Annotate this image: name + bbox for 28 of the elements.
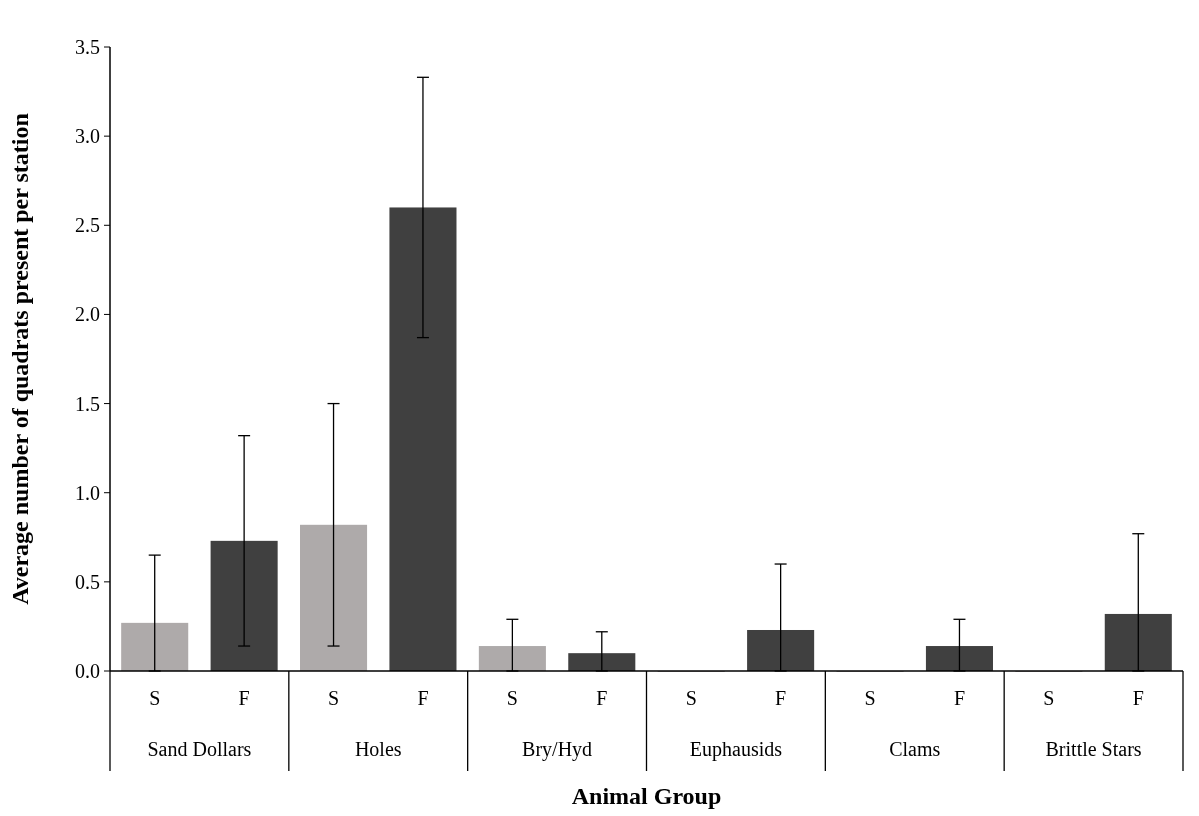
y-tick-label: 0.0 (75, 660, 100, 682)
x-tick-label: F (953, 687, 966, 709)
x-tick-label: F (1132, 687, 1144, 709)
text: Euphausids (689, 738, 783, 761)
y-tick-label: 0.5 (75, 570, 100, 593)
y-tick-label: 2.5 (75, 214, 100, 237)
y-tick-label: 1.0 (75, 481, 100, 504)
y-tick-label: 3.5 (75, 36, 100, 58)
y-tick-label: 1.5 (75, 392, 100, 415)
x-axis-title: Animal Group (571, 783, 722, 809)
text: Holes (354, 738, 402, 760)
x-tick-label: F (238, 687, 250, 709)
x-tick-label: F (596, 687, 608, 709)
y-axis-title: Average number of quadrats present per station (7, 113, 33, 605)
x-tick-label: S (327, 687, 340, 709)
text: Bry/Hyd (522, 738, 593, 761)
x-tick-label: F (775, 687, 787, 709)
text: Brittle Stars (1045, 738, 1142, 760)
text: Sand Dollars (147, 738, 252, 760)
x-tick-label: S (864, 687, 876, 709)
x-tick-label: F (417, 687, 429, 709)
y-tick-label: 3.0 (75, 125, 100, 148)
x-tick-label: S (149, 687, 161, 709)
x-tick-label: S (1043, 687, 1055, 709)
x-tick-label: S (506, 687, 518, 709)
text: Clams (889, 738, 941, 760)
x-tick-label: S (685, 687, 697, 709)
y-tick-label: 2.0 (75, 303, 100, 326)
